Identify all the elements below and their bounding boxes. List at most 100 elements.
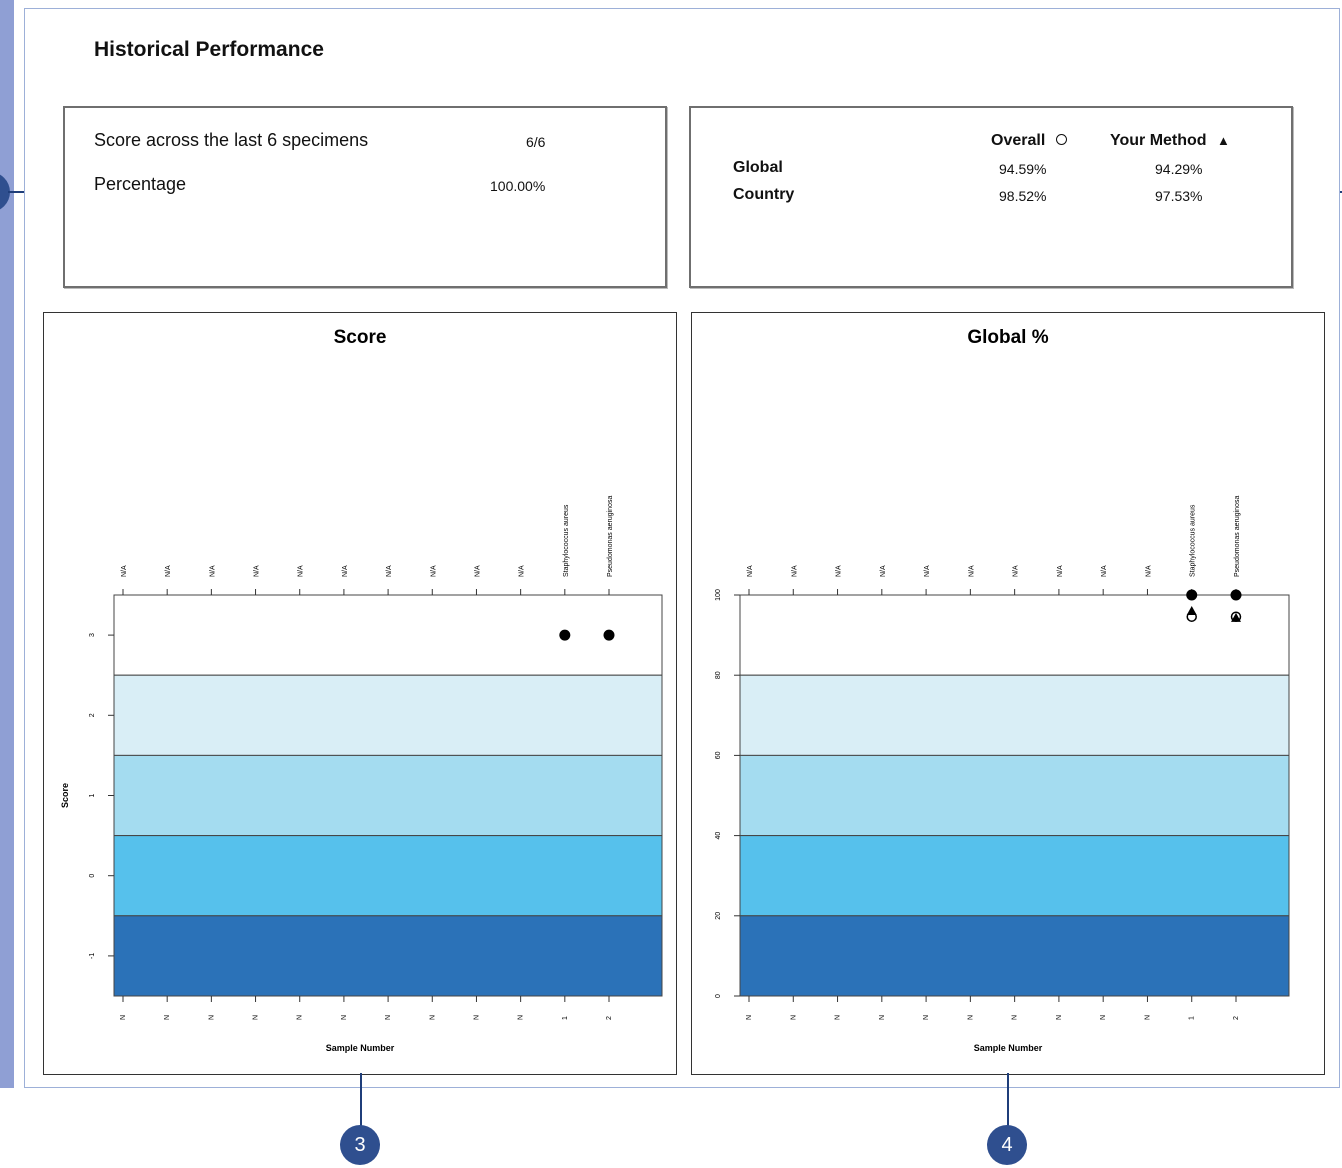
x-tick-label: N [923, 1015, 930, 1020]
x-tick-label: N [1100, 1015, 1107, 1020]
band-2 [739, 674, 1290, 756]
score-value: 6/6 [526, 134, 546, 150]
page-title: Historical Performance [94, 38, 324, 61]
row-country-method: 97.53% [1155, 188, 1203, 204]
data-point-filled [1230, 589, 1242, 601]
x-tick-label: N [473, 1015, 480, 1020]
score-chart: Score N/A N/A N/A N/A N/A N/A N/A N/A N/A N/A Staph… [43, 312, 677, 1075]
top-label: Staphylococcus aureus [563, 504, 570, 577]
band-2 [113, 674, 663, 756]
x-axis-label: Sample Number [326, 1043, 395, 1053]
top-label: Pseudomonas aeruginosa [1234, 496, 1241, 577]
x-tick-label: N [120, 1015, 127, 1020]
top-label: N/A [386, 565, 393, 577]
percentage-value: 100.00% [490, 178, 546, 194]
y-tick-label: 100 [715, 589, 722, 601]
open-circle-icon [1055, 134, 1067, 145]
top-label: N/A [1145, 565, 1152, 577]
y-tick-label: 80 [715, 671, 722, 679]
band-3 [739, 754, 1290, 837]
y-tick-label: 3 [89, 633, 96, 637]
data-point-method [1231, 612, 1241, 622]
band-1 [113, 594, 663, 676]
top-label: N/A [298, 565, 305, 577]
top-label: N/A [121, 565, 128, 577]
chart-title: Global % [967, 327, 1048, 348]
comparison-box: Overall Your Method ▲ Global 94.59% 94.2… [689, 106, 1293, 288]
top-label: N/A [1057, 565, 1064, 577]
band-3 [113, 754, 663, 837]
top-label: N/A [880, 565, 887, 577]
x-tick-label: N [790, 1015, 797, 1020]
y-tick-label: -1 [89, 953, 96, 959]
x-tick-label: 2 [606, 1016, 613, 1020]
x-tick-label: N [879, 1015, 886, 1020]
band-4 [739, 835, 1290, 917]
top-label: N/A [1013, 565, 1020, 577]
y-tick-label: 40 [715, 832, 722, 840]
callout-line-3 [360, 1073, 362, 1128]
overall-header: Overall [991, 132, 1067, 150]
your-method-header: Your Method ▲ [1110, 132, 1230, 150]
band-5 [113, 915, 663, 997]
x-tick-label: 1 [1189, 1016, 1196, 1020]
x-tick-label: N [518, 1015, 525, 1020]
top-label: N/A [474, 565, 481, 577]
overall-header-label: Overall [991, 132, 1046, 149]
sidebar-strip [0, 0, 14, 1088]
top-label: N/A [791, 565, 798, 577]
score-label: Score across the last 6 specimens [94, 130, 369, 150]
x-tick-label: N [835, 1015, 842, 1020]
y-tick-label: 0 [715, 994, 722, 998]
percentage-label: Percentage [94, 174, 187, 194]
top-label: N/A [254, 565, 261, 577]
x-tick-label: N [208, 1015, 215, 1020]
top-label: N/A [430, 565, 437, 577]
x-tick-label: N [385, 1015, 392, 1020]
top-label: N/A [924, 565, 931, 577]
score-chart-svg: Score N/A N/A N/A N/A N/A N/A N/A N/A N/A N/A Staph… [60, 327, 663, 1053]
row-country-overall: 98.52% [999, 188, 1047, 204]
callout-badge-3: 3 [340, 1125, 380, 1165]
callout-line-4 [1007, 1073, 1009, 1128]
y-tick-label: 1 [89, 793, 96, 797]
top-label: N/A [519, 565, 526, 577]
y-tick-label: 60 [715, 751, 722, 759]
callout-marker-left [0, 172, 10, 212]
top-label: N/A [836, 565, 843, 577]
chart-title: Score [334, 327, 387, 348]
x-tick-label: N [164, 1015, 171, 1020]
top-label: N/A [968, 565, 975, 577]
y-axis-label: Score [60, 783, 70, 808]
x-tick-label: N [341, 1015, 348, 1020]
x-tick-label: N [746, 1015, 753, 1020]
x-axis-label: Sample Number [974, 1043, 1043, 1053]
top-label: N/A [1101, 565, 1108, 577]
data-point-filled [1186, 589, 1198, 601]
band-4 [113, 835, 663, 917]
your-method-header-label: Your Method [1110, 132, 1207, 149]
global-chart-svg: Global % N/A N/A N/A N/A N/A N/A N/A N/A N/A N/A St… [715, 327, 1290, 1053]
top-label: N/A [747, 565, 754, 577]
x-tick-label: N [1144, 1015, 1151, 1020]
y-tick-label: 2 [89, 713, 96, 717]
callout-badge-4: 4 [987, 1125, 1027, 1165]
data-point-method [1186, 606, 1197, 616]
band-1 [739, 594, 1290, 676]
row-global-overall: 94.59% [999, 161, 1047, 177]
x-tick-label: N [253, 1015, 260, 1020]
x-tick-label: 1 [562, 1016, 569, 1020]
band-5 [739, 915, 1290, 997]
y-tick-label: 20 [715, 912, 722, 920]
top-label: Staphylococcus aureus [1190, 504, 1197, 577]
x-tick-label: N [1012, 1015, 1019, 1020]
row-country-label: Country [733, 186, 795, 203]
x-tick-label: N [1056, 1015, 1063, 1020]
y-tick-label: 0 [89, 874, 96, 878]
data-point-filled [603, 629, 615, 641]
data-point-filled [559, 629, 571, 641]
top-label: N/A [165, 565, 172, 577]
top-label: N/A [342, 565, 349, 577]
global-chart: Global % N/A N/A N/A N/A N/A N/A N/A N/A N/A N/A St… [691, 312, 1325, 1075]
row-global-label: Global [733, 159, 783, 176]
